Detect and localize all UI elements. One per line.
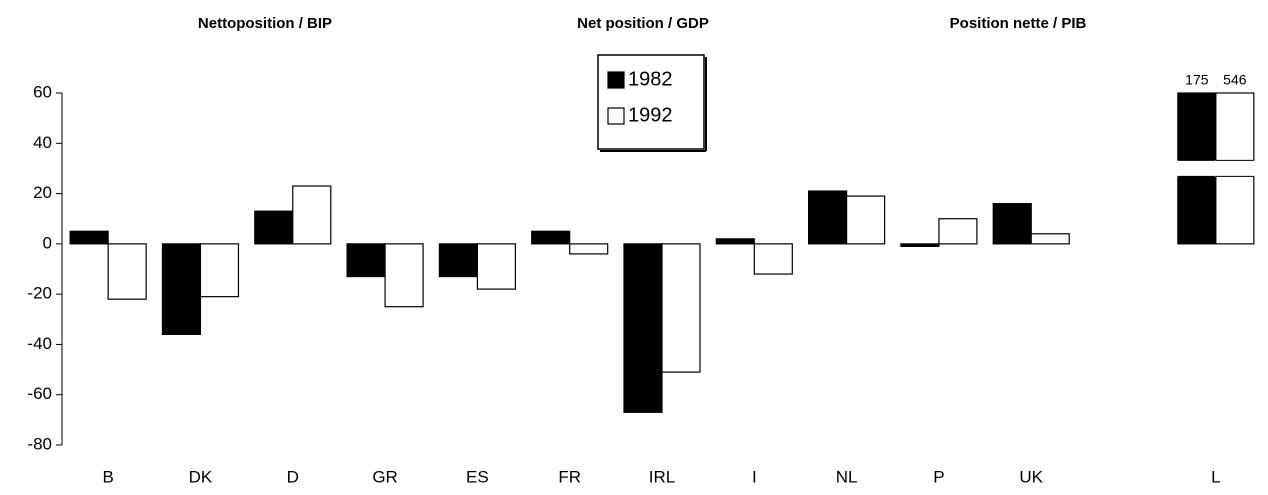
bar xyxy=(623,243,663,413)
x-tick-label: ES xyxy=(466,467,489,486)
bar xyxy=(384,243,424,308)
y-tick-label: -40 xyxy=(27,334,52,353)
y-tick-label: 60 xyxy=(33,82,52,101)
x-tick-label: FR xyxy=(558,467,581,486)
chart-title: Position nette / PIB xyxy=(950,15,1087,32)
y-tick-label: -20 xyxy=(27,284,52,303)
y-tick-label: -80 xyxy=(27,434,52,453)
y-tick-label: 40 xyxy=(33,133,52,152)
bar xyxy=(476,243,516,290)
bar xyxy=(199,243,240,298)
legend-label: 1992 xyxy=(628,104,673,126)
y-tick-label: 0 xyxy=(43,233,52,252)
bar xyxy=(753,243,793,275)
bar xyxy=(531,230,571,245)
data-label: 546 xyxy=(1223,72,1247,88)
bar xyxy=(438,243,478,278)
chart-title: Net position / GDP xyxy=(577,15,709,32)
bar xyxy=(715,238,755,245)
bar xyxy=(161,243,202,335)
x-tick-label: B xyxy=(102,467,113,486)
bar xyxy=(900,243,940,247)
bar xyxy=(938,218,978,245)
x-tick-label: GR xyxy=(372,467,398,486)
bar xyxy=(69,230,109,245)
x-tick-label: DK xyxy=(189,467,213,486)
x-tick-label: D xyxy=(287,467,299,486)
x-tick-label: L xyxy=(1211,467,1220,486)
x-tick-label: I xyxy=(752,467,757,486)
x-tick-label: NL xyxy=(836,467,858,486)
bar xyxy=(292,185,332,245)
bar xyxy=(846,195,886,245)
bar xyxy=(992,203,1032,245)
y-tick-label: -60 xyxy=(27,384,52,403)
x-tick-label: P xyxy=(933,467,944,486)
bar-break xyxy=(1214,160,1255,177)
bar xyxy=(346,243,386,278)
legend-box xyxy=(597,54,705,150)
bar xyxy=(107,243,147,300)
x-tick-label: IRL xyxy=(649,467,675,486)
legend-label: 1982 xyxy=(628,68,673,90)
chart-title: Nettoposition / BIP xyxy=(198,15,332,32)
legend-swatch xyxy=(607,71,625,89)
x-tick-label: UK xyxy=(1019,467,1043,486)
y-tick-label: 20 xyxy=(33,183,52,202)
bar-break xyxy=(1176,160,1217,177)
bar xyxy=(808,190,848,245)
bar xyxy=(1030,233,1070,245)
bar xyxy=(254,210,294,245)
legend-swatch xyxy=(607,107,625,125)
bar xyxy=(569,243,609,255)
bar xyxy=(661,243,701,373)
data-label: 175 xyxy=(1185,72,1209,88)
